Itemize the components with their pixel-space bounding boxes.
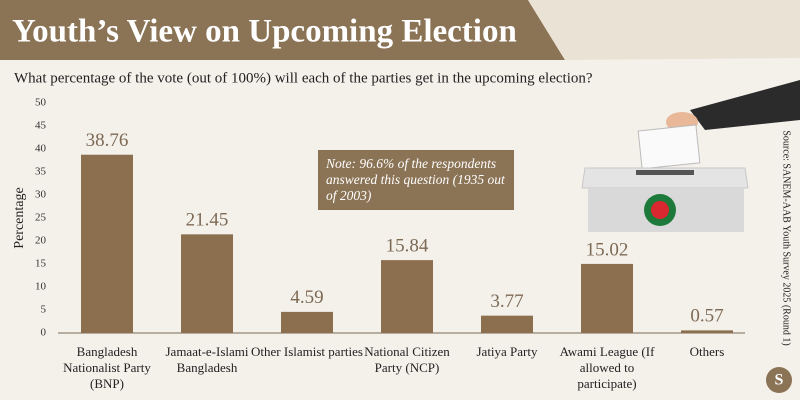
y-tick-label: 15 [35,258,47,270]
chart-title: Youth’s View on Upcoming Election [12,14,517,50]
x-tick-label: Others [689,344,725,359]
value-label: 15.84 [386,235,429,256]
subtitle: What percentage of the vote (out of 100%… [14,70,593,86]
ballot-illustration [581,80,800,232]
y-tick-label: 40 [35,143,47,155]
bar [181,234,233,333]
value-label: 0.57 [690,306,723,327]
source: Source: SANEM-AAB Youth Survey 2025 (Rou… [781,130,792,345]
bar [481,315,533,333]
y-tick-label: 35 [35,166,47,178]
y-tick-label: 50 [35,97,47,109]
x-tick-label: Other Islamist parties [251,344,363,359]
value-label: 15.02 [586,239,629,260]
bar [681,330,733,333]
logo: S [775,372,784,389]
y-tick-label: 30 [35,189,47,201]
y-tick-label: 5 [41,304,47,316]
x-tick-label: National Citizen Party (NCP) [364,344,450,375]
bar [281,311,333,333]
value-label: 4.59 [290,287,323,308]
x-tick-label: Awami League (If allowed to participate) [559,344,655,391]
y-tick-label: 45 [35,120,47,132]
y-axis-label: Percentage [12,187,27,248]
annotation: Note: 96.6% of the respondents answered … [318,150,514,210]
value-label: 21.45 [186,210,229,231]
title-banner [0,0,565,60]
y-tick-label: 25 [35,212,47,224]
bar [581,263,633,333]
banner-shade [528,0,800,60]
value-label: 38.76 [86,130,129,151]
y-tick-label: 20 [35,235,47,247]
value-label: 3.77 [490,291,523,312]
y-tick-label: 0 [41,327,47,339]
x-tick-label: Jamaat-e-Islami Bangladesh [165,344,249,375]
bar [381,260,433,333]
logo-badge [766,367,792,393]
y-tick-label: 10 [35,281,47,293]
bar [81,154,133,333]
x-tick-label: Jatiya Party [476,344,538,359]
x-tick-label: Bangladesh Nationalist Party (BNP) [63,344,151,391]
